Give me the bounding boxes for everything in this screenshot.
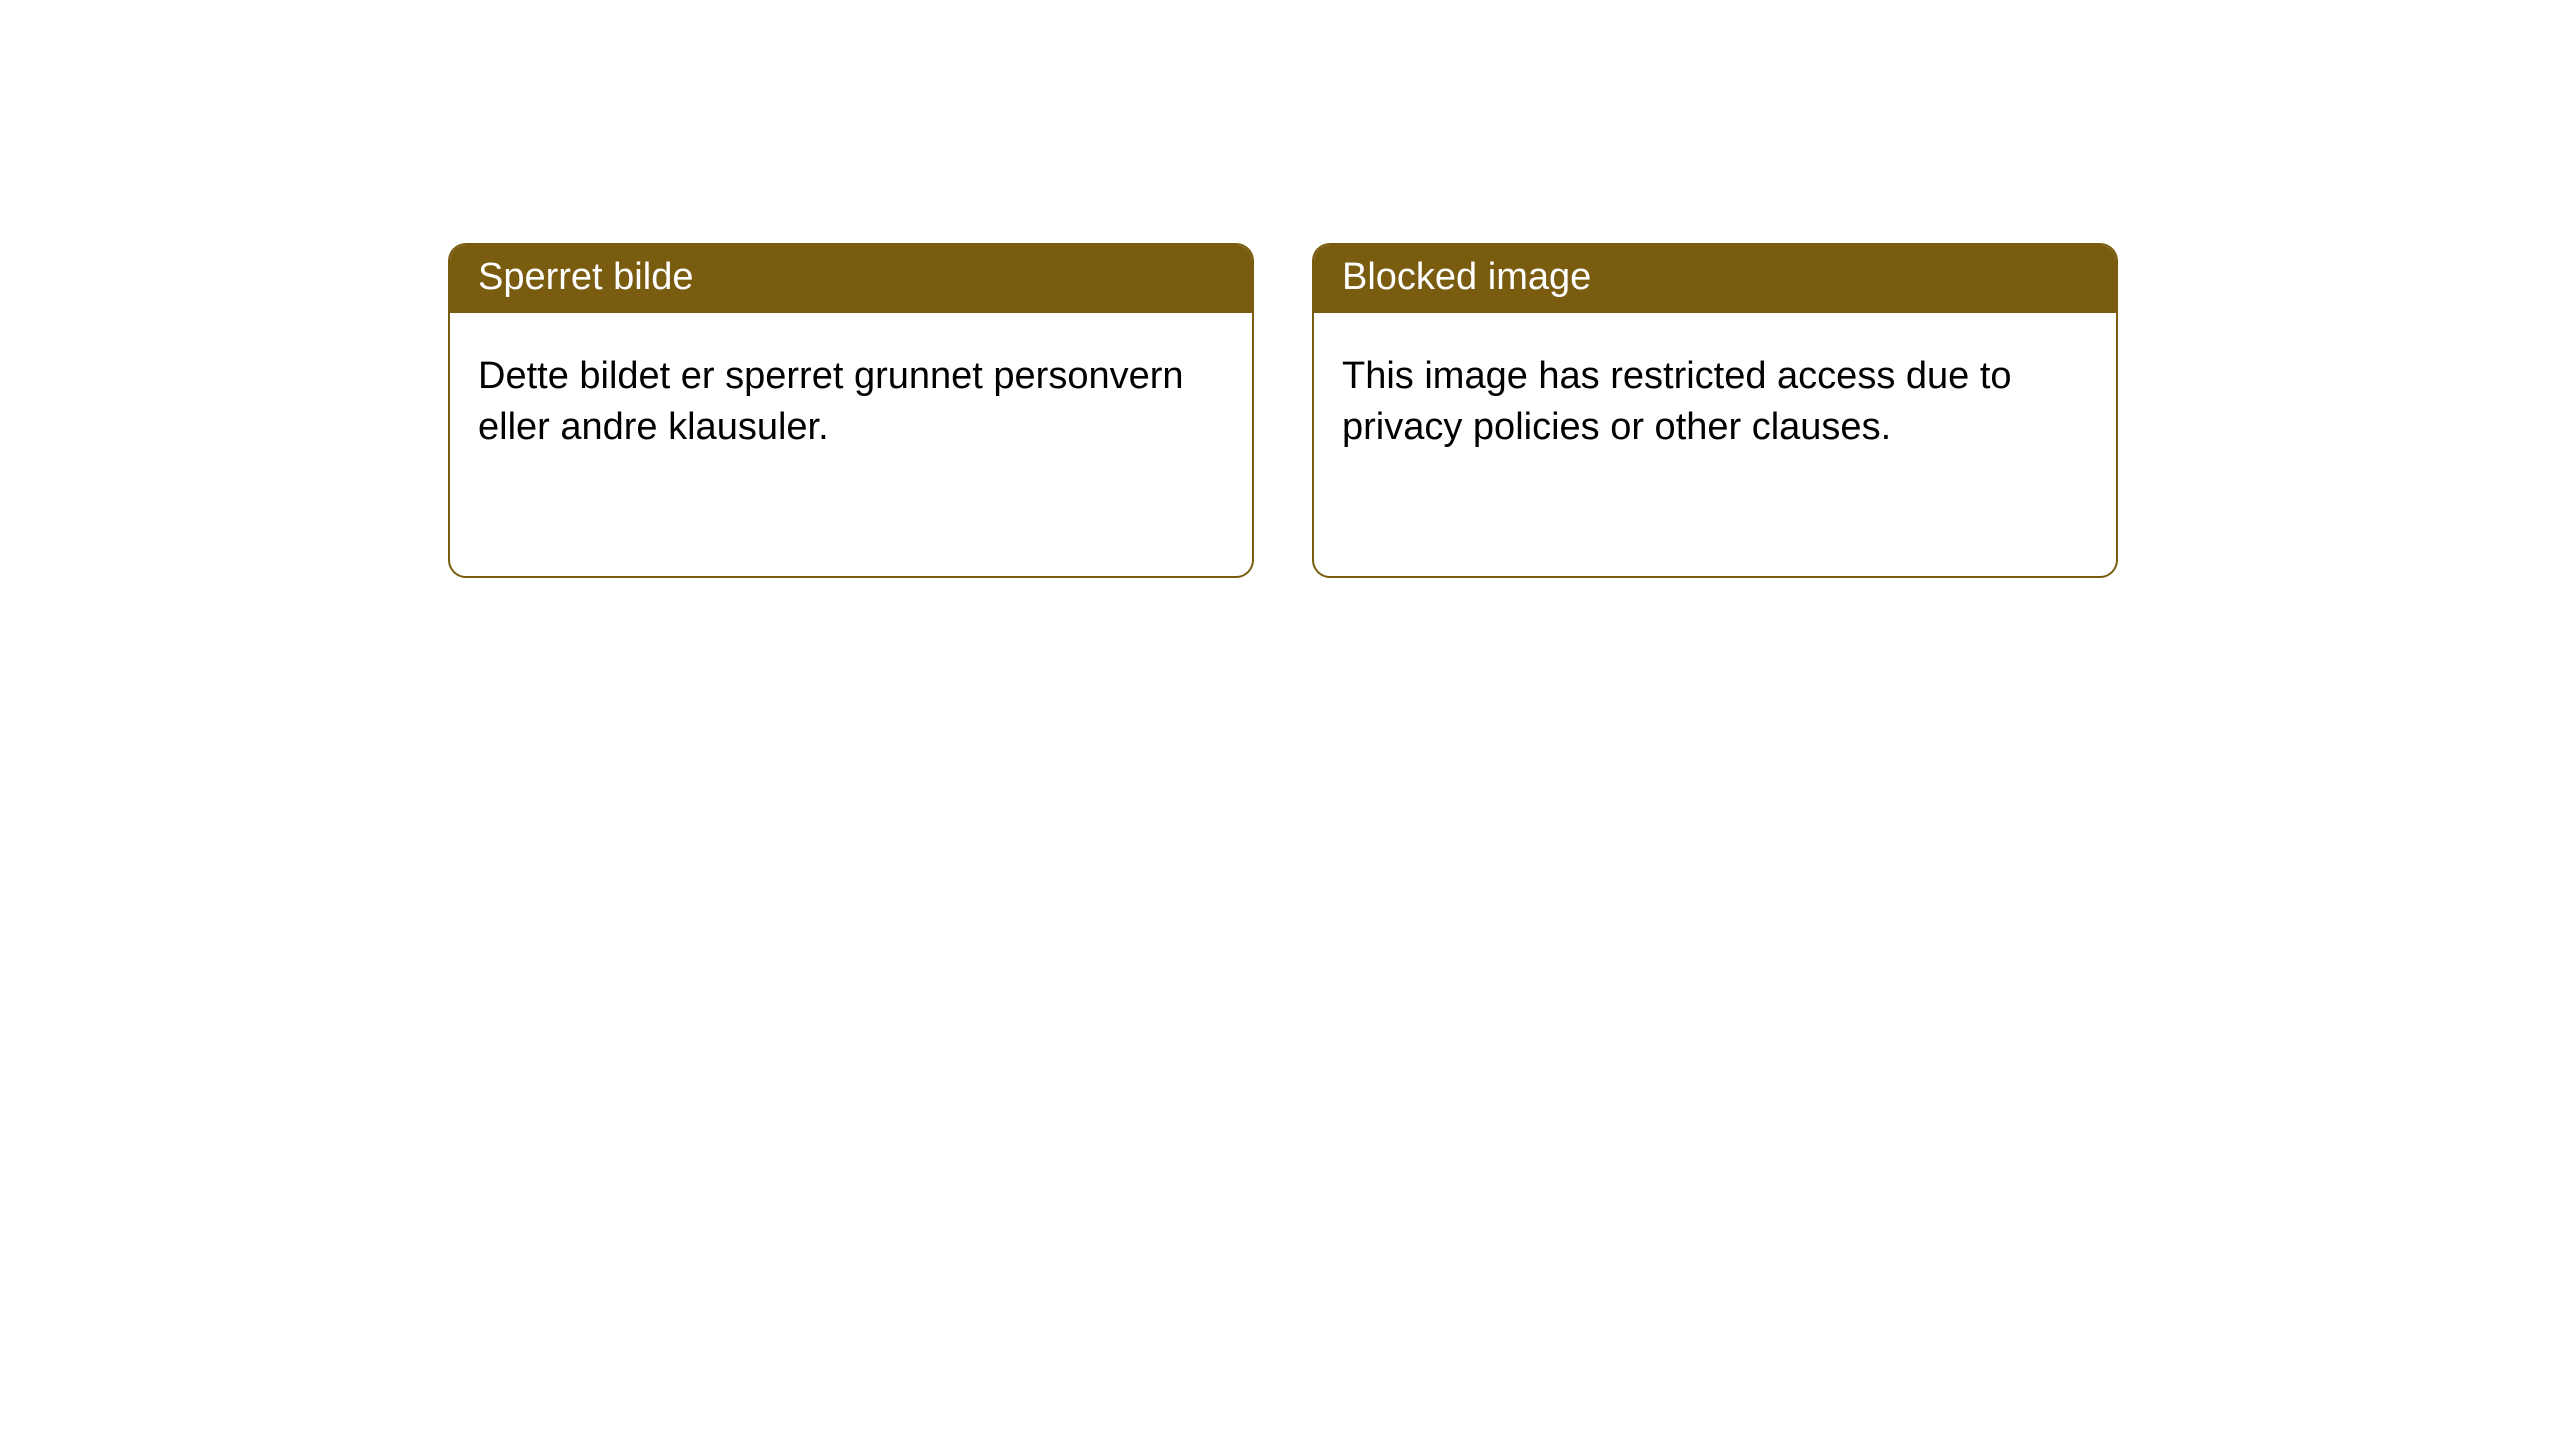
card-body: This image has restricted access due to … — [1314, 313, 2116, 492]
card-body: Dette bildet er sperret grunnet personve… — [450, 313, 1252, 492]
notice-card-norwegian: Sperret bilde Dette bildet er sperret gr… — [448, 243, 1254, 578]
notice-card-english: Blocked image This image has restricted … — [1312, 243, 2118, 578]
card-header: Sperret bilde — [450, 245, 1252, 313]
card-header: Blocked image — [1314, 245, 2116, 313]
notice-container: Sperret bilde Dette bildet er sperret gr… — [448, 243, 2118, 578]
